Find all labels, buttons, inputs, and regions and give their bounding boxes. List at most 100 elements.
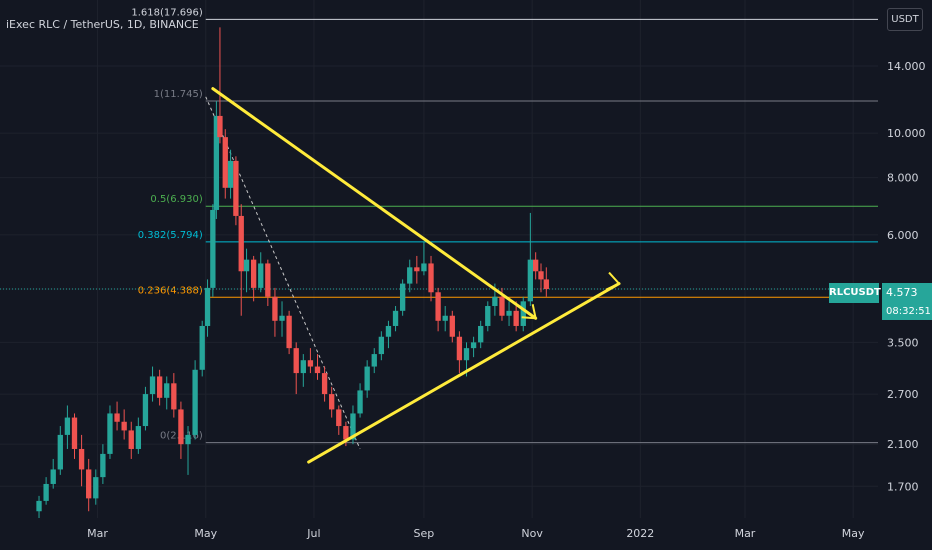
- y-axis-tick-label: 3.500: [887, 336, 919, 349]
- x-axis-tick-label: Sep: [414, 527, 435, 540]
- fib-level-label: 0.5(6.930): [150, 194, 202, 205]
- y-axis-tick-label: 14.000: [887, 60, 926, 73]
- candle-body: [442, 315, 448, 321]
- current-price-label: 4.573: [882, 283, 932, 303]
- candle-body: [238, 215, 244, 272]
- candle-body: [36, 500, 42, 512]
- candle-body: [114, 413, 120, 422]
- candle-body: [314, 366, 321, 374]
- candle-body: [407, 267, 413, 284]
- candle-body: [142, 394, 149, 427]
- candle-body: [371, 354, 377, 367]
- candle-body: [128, 430, 134, 449]
- candle-body: [321, 373, 328, 395]
- candle-body: [164, 383, 170, 398]
- candle-body: [272, 296, 278, 321]
- candle-body: [520, 301, 526, 326]
- candle-body: [538, 271, 544, 280]
- candle-body: [435, 292, 441, 321]
- fib-level-label: 0.382(5.794): [138, 230, 203, 241]
- candle-body: [149, 376, 156, 395]
- candle-body: [336, 409, 342, 427]
- candle-body: [86, 469, 92, 499]
- candle-body: [470, 342, 477, 349]
- candle-body: [399, 283, 406, 311]
- y-axis-tick-label: 1.700: [887, 480, 919, 493]
- y-axis-tick-label: 2.700: [887, 388, 919, 401]
- candle-body: [329, 394, 335, 410]
- current-price-tag: RLCUSDT 4.573 08:32:51: [829, 283, 932, 321]
- fib-level-label: 1(11.745): [154, 89, 203, 100]
- candle-body: [428, 263, 434, 293]
- candle-body: [250, 259, 257, 288]
- candle-body: [293, 348, 299, 374]
- candle-body: [78, 448, 85, 470]
- candle-body: [178, 409, 184, 445]
- candle-body: [478, 325, 484, 343]
- candle-body: [286, 315, 292, 349]
- candle-body: [43, 483, 49, 501]
- candle-body: [199, 325, 205, 370]
- candle-body: [527, 259, 534, 302]
- candle-body: [513, 310, 519, 326]
- candle-body: [350, 413, 356, 440]
- candle-body: [213, 115, 220, 210]
- candle-body: [71, 417, 78, 449]
- ascending-trendline: [307, 282, 621, 464]
- x-axis-tick-label: Mar: [87, 527, 108, 540]
- symbol-label: RLCUSDT: [829, 283, 881, 303]
- candle-body: [357, 390, 363, 414]
- candle-body: [533, 259, 539, 272]
- x-axis-tick-label: Nov: [521, 527, 543, 540]
- candle-body: [100, 453, 106, 478]
- candle-body: [185, 434, 191, 445]
- candle-body: [227, 160, 234, 188]
- x-axis-tick-label: May: [842, 527, 865, 540]
- candle-body: [378, 336, 385, 355]
- fib-level-label: 1.618(17.696): [131, 7, 203, 18]
- candle-body: [499, 296, 505, 316]
- candle-body: [121, 421, 127, 431]
- candle-body: [243, 259, 250, 272]
- candle-body: [300, 360, 306, 374]
- x-axis-tick-label: Mar: [735, 527, 756, 540]
- symbol-title: iExec RLC / TetherUS, 1D, BINANCE: [6, 18, 199, 31]
- x-axis-tick-label: May: [194, 527, 217, 540]
- y-axis-tick-label: 6.000: [887, 229, 919, 242]
- candle-body: [307, 360, 314, 367]
- descending-trendline: [211, 87, 538, 320]
- candle-body: [204, 287, 211, 326]
- candle-body: [233, 160, 239, 216]
- descending-arrowhead: [521, 304, 537, 320]
- candle-body: [258, 263, 264, 288]
- candle-countdown: 08:32:51: [882, 303, 932, 320]
- y-axis-tick-label: 8.000: [887, 172, 919, 185]
- candle-body: [107, 413, 113, 454]
- candle-body: [210, 209, 216, 288]
- candle-body: [385, 325, 392, 337]
- candle-body: [492, 296, 498, 307]
- candle-body: [449, 315, 455, 337]
- currency-badge[interactable]: USDT: [887, 8, 923, 31]
- candle-body: [135, 426, 142, 449]
- y-axis-tick-label: 2.100: [887, 438, 919, 451]
- candle-body: [171, 383, 177, 410]
- fib-trend-dashed-line: [205, 96, 361, 450]
- candle-body: [265, 263, 271, 297]
- x-axis-tick-label: Jul: [306, 527, 320, 540]
- candle-body: [364, 366, 370, 391]
- candle-body: [343, 426, 349, 440]
- candle-body: [50, 469, 56, 484]
- candle-body: [414, 267, 420, 272]
- candle-body: [217, 115, 223, 138]
- candle-body: [543, 279, 549, 290]
- candle-body: [421, 263, 427, 272]
- candle-body: [222, 137, 228, 188]
- candle-body: [279, 315, 285, 321]
- candle-body: [456, 336, 463, 361]
- ascending-arrowhead: [605, 271, 621, 291]
- candle-body: [93, 477, 99, 499]
- candle-body: [192, 369, 198, 435]
